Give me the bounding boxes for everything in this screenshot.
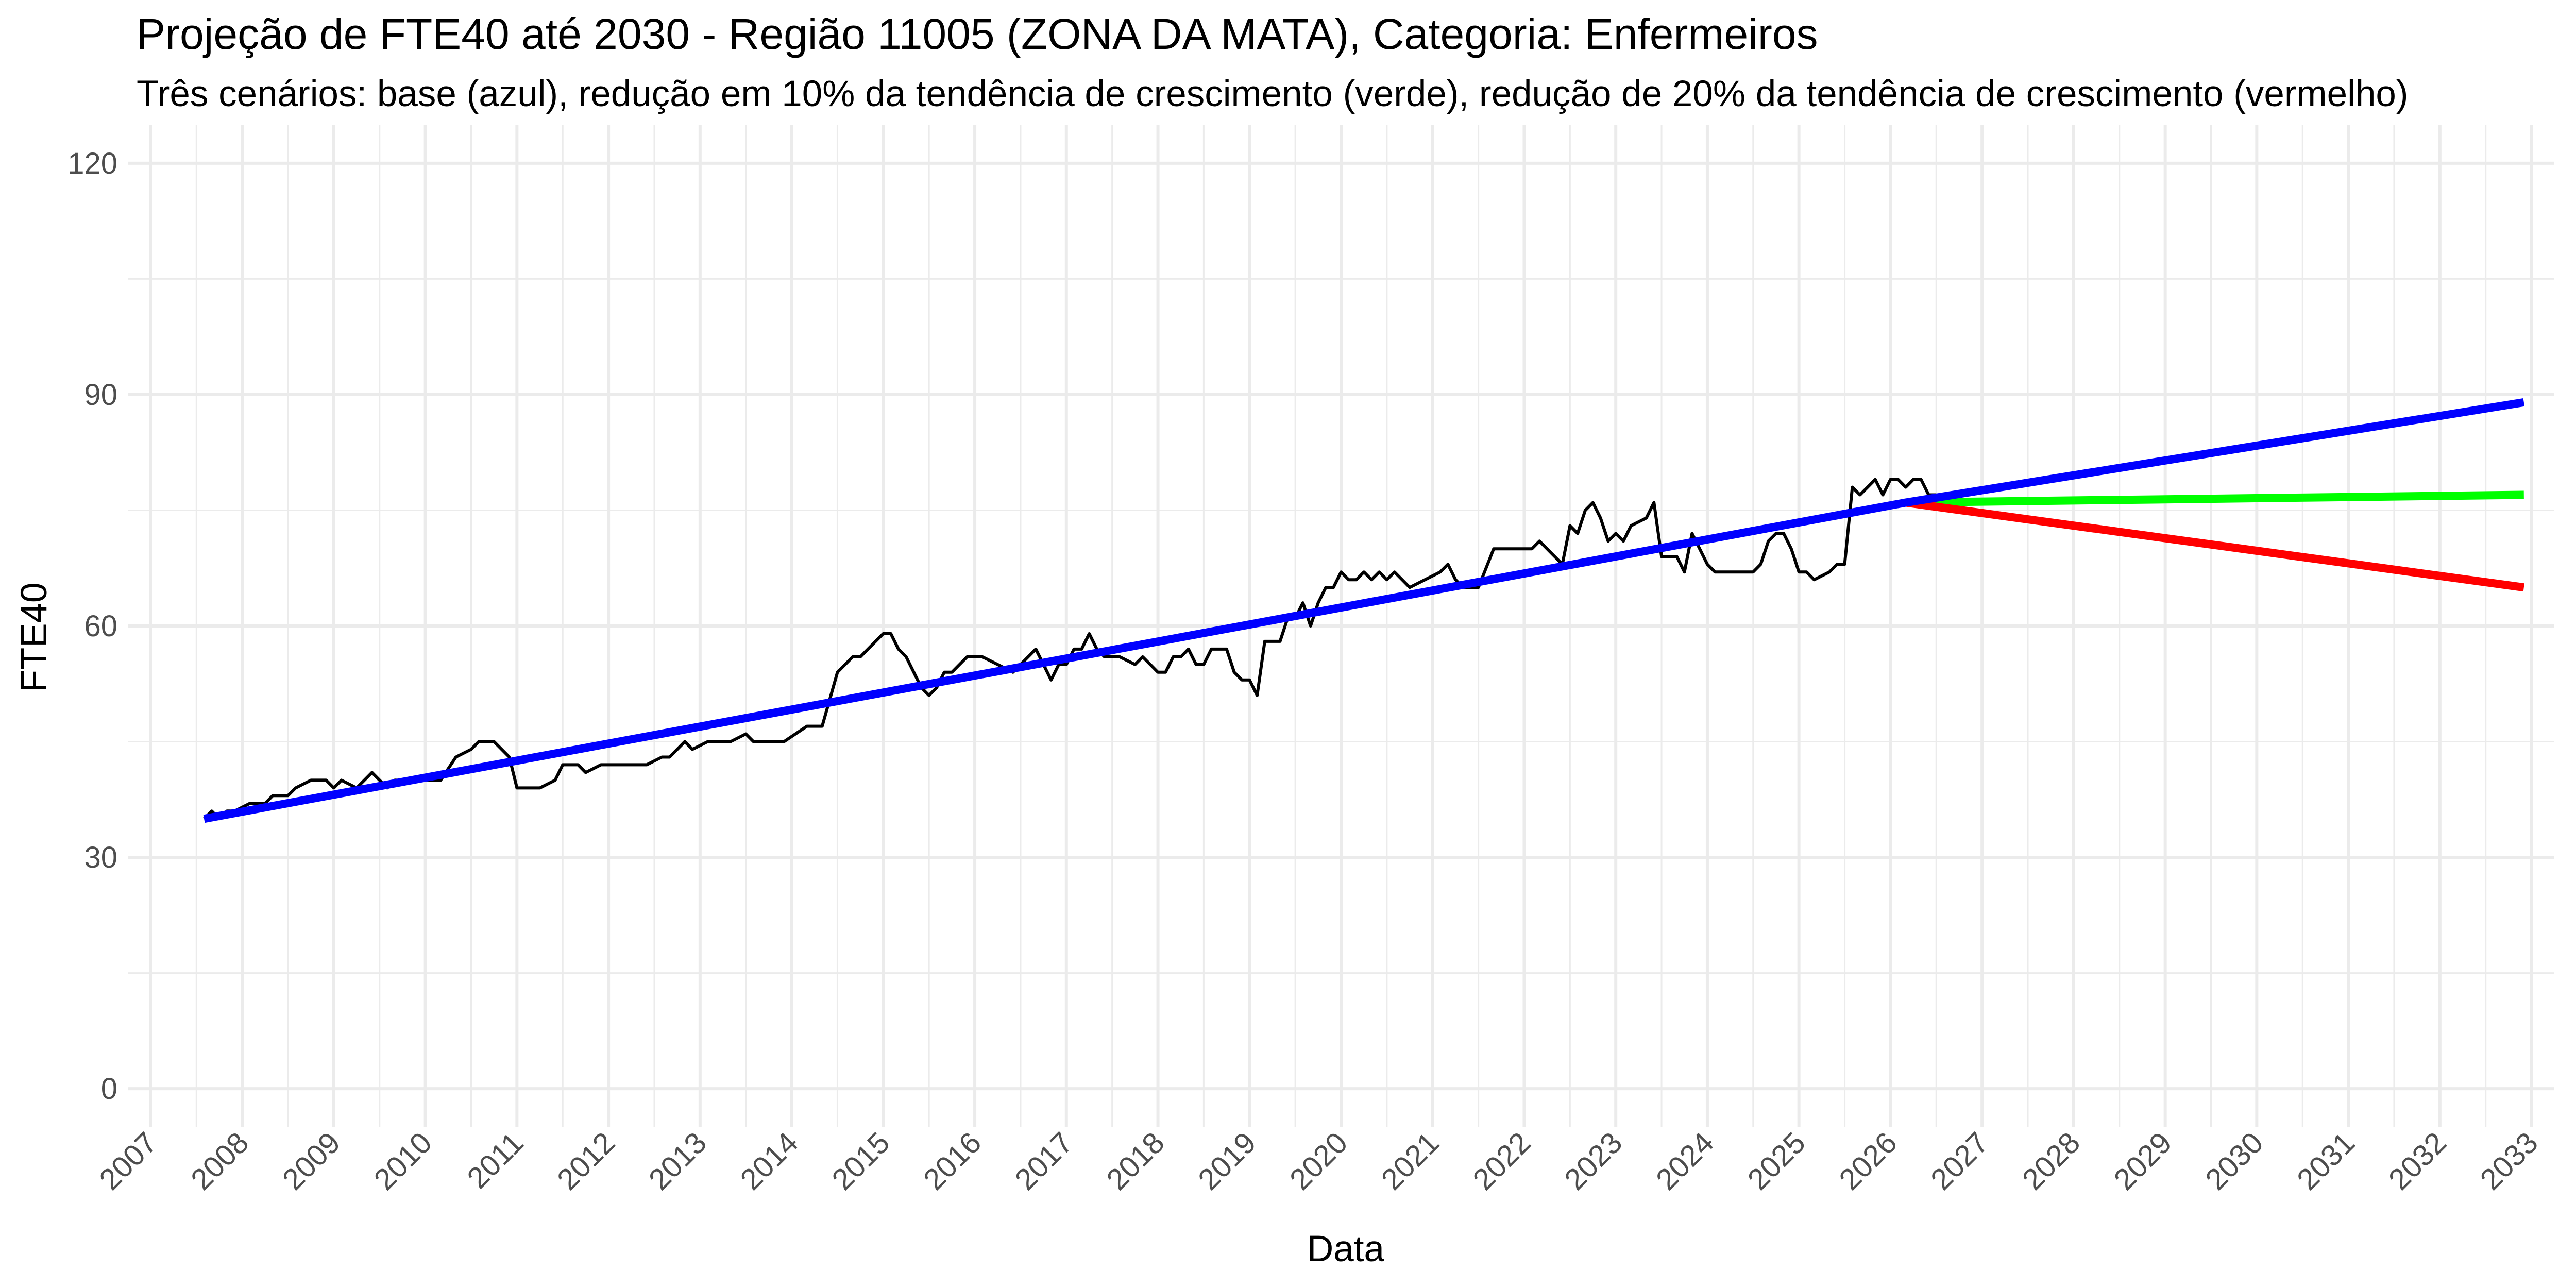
y-tick-label: 120	[67, 147, 117, 180]
x-tick-label: 2018	[1100, 1126, 1171, 1196]
x-tick-label: 2027	[1924, 1126, 1995, 1196]
x-tick-label: 2025	[1741, 1126, 1812, 1196]
x-tick-label: 2033	[2474, 1126, 2545, 1196]
x-tick-label: 2009	[276, 1126, 347, 1196]
x-tick-label: 2031	[2291, 1126, 2361, 1196]
chart-subtitle: Três cenários: base (azul), redução em 1…	[137, 74, 2409, 114]
x-tick-labels: 2007 2008 2009 2010 2011 2012 2013 2014 2015 2016…	[93, 1126, 2544, 1196]
x-tick-label: 2021	[1375, 1126, 1446, 1196]
x-tick-label: 2029	[2108, 1126, 2178, 1196]
y-axis-title: FTE40	[14, 582, 55, 692]
series-layer	[202, 398, 2525, 823]
x-axis-title: Data	[1307, 1229, 1384, 1269]
x-tick-label: 2023	[1558, 1126, 1629, 1196]
minus10-scenario-line	[1905, 490, 2524, 507]
x-tick-label: 2019	[1192, 1126, 1262, 1196]
y-tick-label: 30	[84, 841, 117, 874]
x-tick-label: 2007	[93, 1126, 163, 1196]
x-tick-label: 2022	[1466, 1126, 1537, 1196]
x-tick-label: 2010	[368, 1126, 438, 1196]
x-tick-label: 2011	[461, 1126, 530, 1195]
x-tick-label: 2016	[917, 1126, 988, 1196]
chart-title: Projeção de FTE40 até 2030 - Região 1100…	[137, 10, 1818, 58]
x-tick-label: 2014	[734, 1126, 805, 1196]
x-tick-label: 2008	[184, 1126, 255, 1196]
y-tick-label: 0	[101, 1072, 117, 1106]
x-tick-label: 2012	[551, 1126, 621, 1196]
base-scenario-line	[203, 398, 2525, 823]
y-tick-labels: 0 30 60 90 120	[67, 147, 117, 1106]
y-tick-label: 60	[84, 609, 117, 643]
major-gridlines	[128, 125, 2554, 1127]
x-tick-label: 2015	[825, 1126, 896, 1196]
x-tick-label: 2013	[642, 1126, 713, 1196]
x-tick-label: 2017	[1009, 1126, 1079, 1196]
x-tick-label: 2028	[2016, 1126, 2087, 1196]
x-tick-label: 2024	[1650, 1126, 1720, 1196]
x-tick-label: 2026	[1833, 1126, 1903, 1196]
x-tick-label: 2020	[1283, 1126, 1354, 1196]
y-tick-label: 90	[84, 378, 117, 412]
minus20-scenario-line	[1905, 498, 2524, 592]
x-tick-label: 2030	[2199, 1126, 2269, 1196]
x-tick-label: 2032	[2382, 1126, 2453, 1196]
